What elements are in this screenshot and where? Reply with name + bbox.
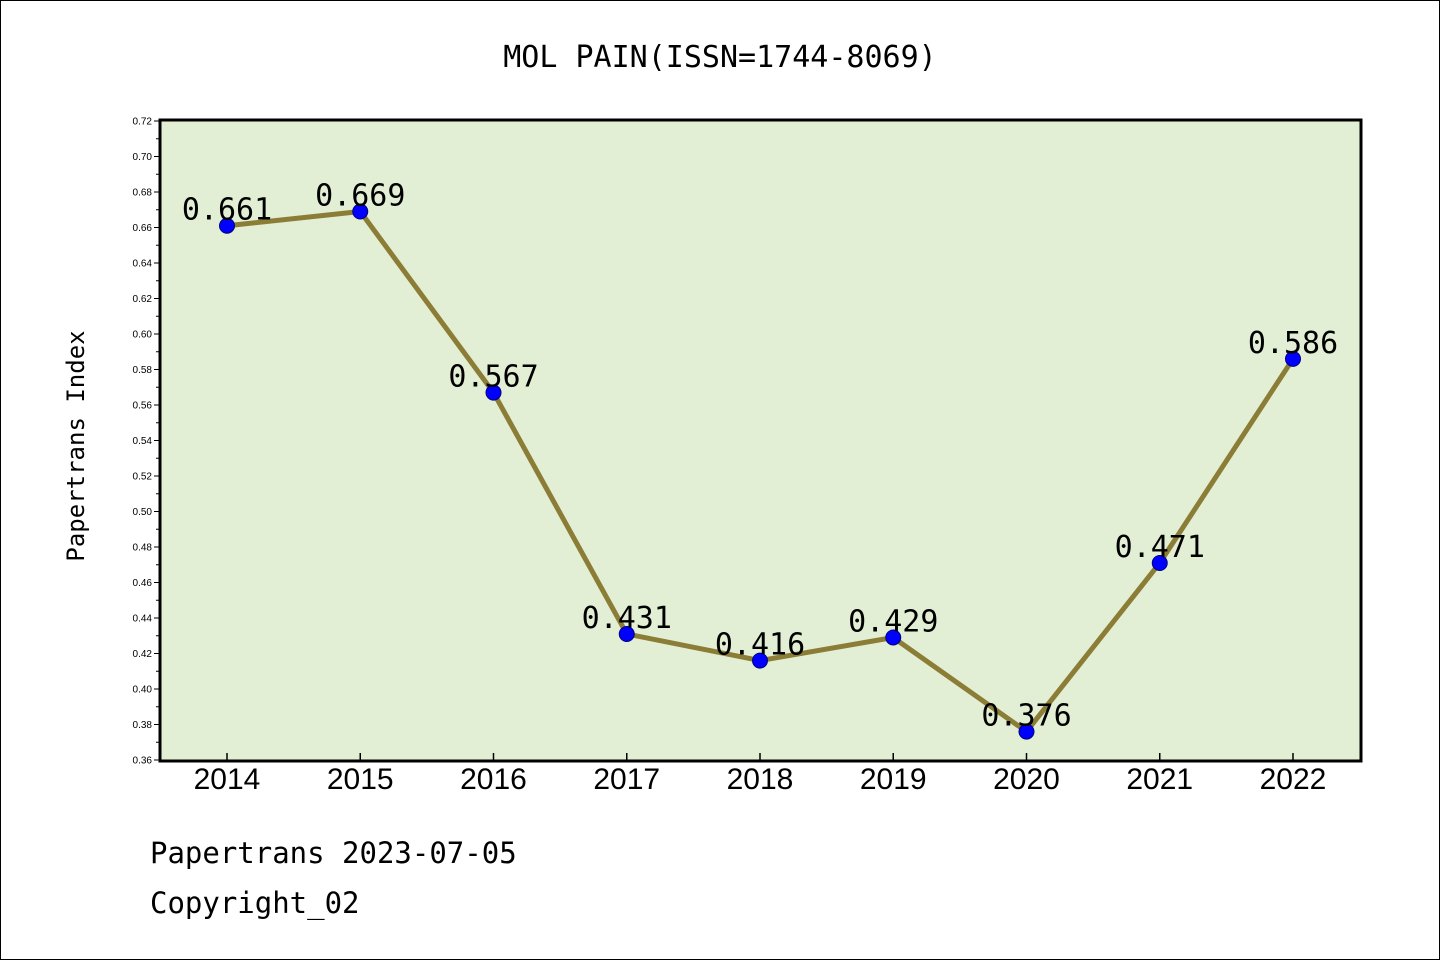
data-label: 0.567 xyxy=(448,360,538,395)
y-tick-label: 0.66 xyxy=(133,223,153,234)
data-label: 0.669 xyxy=(315,179,405,214)
data-point xyxy=(219,217,235,234)
x-tick-label: 2017 xyxy=(593,763,660,796)
data-label: 0.416 xyxy=(715,628,805,663)
data-label: 0.429 xyxy=(848,605,938,640)
y-tick-label: 0.56 xyxy=(133,401,153,412)
y-tick-label: 0.54 xyxy=(133,436,153,447)
data-point xyxy=(885,629,902,646)
x-tick-label: 2014 xyxy=(194,763,261,796)
data-point xyxy=(618,625,635,642)
x-tick-label: 2021 xyxy=(1126,763,1193,796)
chart-title: MOL PAIN(ISSN=1744-8069) xyxy=(503,40,936,75)
data-point xyxy=(752,652,768,669)
y-axis-label: Papertrans Index xyxy=(62,330,90,561)
data-point xyxy=(1285,350,1301,367)
y-axis: 0.36 0.38 0.40 0.42 0.44 0.46 0.48 0.50 0.52 0.54… xyxy=(133,117,160,767)
data-label: 0.431 xyxy=(582,601,672,636)
x-axis: 2014 2015 2016 2017 2018 2019 2020 2021 2022 xyxy=(194,753,1327,796)
y-tick-label: 0.46 xyxy=(133,578,153,589)
data-point xyxy=(1018,723,1035,740)
x-tick-label: 2019 xyxy=(860,763,927,796)
data-points xyxy=(219,203,1301,740)
y-tick-label: 0.38 xyxy=(133,720,153,731)
data-label: 0.471 xyxy=(1115,530,1205,565)
y-tick-label: 0.68 xyxy=(133,188,153,199)
y-tick-label: 0.50 xyxy=(133,507,153,518)
data-labels: 0.661 0.669 0.567 0.431 0.416 0.429 0.376 0.471… xyxy=(182,179,1338,734)
y-tick-label: 0.70 xyxy=(133,152,153,163)
x-tick-label: 2015 xyxy=(327,763,394,796)
y-tick-label: 0.60 xyxy=(133,330,153,341)
data-point xyxy=(352,203,369,220)
footer-copyright: Copyright_02 xyxy=(150,886,360,920)
y-tick-label: 0.44 xyxy=(133,614,153,625)
y-tick-label: 0.62 xyxy=(133,294,153,305)
y-tick-label: 0.58 xyxy=(133,365,153,376)
y-tick-label: 0.52 xyxy=(133,472,153,483)
y-tick-label: 0.72 xyxy=(133,117,153,128)
x-tick-label: 2018 xyxy=(727,763,794,796)
data-point xyxy=(1151,554,1168,571)
x-tick-label: 2022 xyxy=(1260,763,1327,796)
y-tick-label: 0.48 xyxy=(133,543,153,554)
y-tick-label: 0.42 xyxy=(133,649,153,660)
data-label: 0.586 xyxy=(1248,326,1338,361)
x-tick-label: 2020 xyxy=(993,763,1060,796)
y-tick-label: 0.36 xyxy=(133,756,153,767)
data-label: 0.376 xyxy=(981,699,1071,734)
y-tick-label: 0.64 xyxy=(133,259,153,270)
data-label: 0.661 xyxy=(182,193,272,228)
x-tick-label: 2016 xyxy=(460,763,527,796)
y-tick-label: 0.40 xyxy=(133,685,153,696)
footer-date: Papertrans 2023-07-05 xyxy=(150,836,517,870)
data-point xyxy=(485,384,502,401)
